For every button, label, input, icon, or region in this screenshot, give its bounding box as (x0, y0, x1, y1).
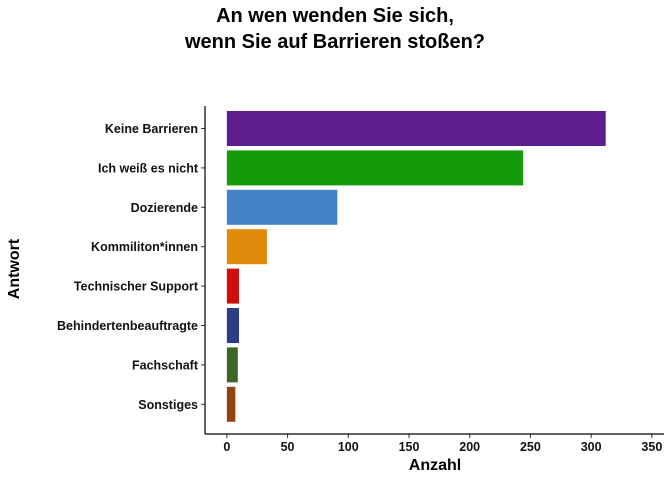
x-tick-label-0: 0 (223, 440, 230, 454)
bar-1 (226, 150, 524, 186)
bar-6 (226, 347, 238, 383)
bar-3 (226, 229, 267, 265)
chart-title-line-2: wenn Sie auf Barrieren stoßen? (184, 31, 485, 53)
chart-title-line-1: An wen wenden Sie sich, (216, 5, 454, 27)
category-label-6: Fachschaft (132, 358, 199, 372)
bar-4 (226, 268, 239, 304)
x-tick-label-2: 100 (338, 440, 359, 454)
category-label-4: Technischer Support (74, 280, 199, 294)
category-label-7: Sonstiges (138, 398, 198, 412)
category-label-3: Kommiliton*innen (91, 240, 198, 254)
x-axis-ticks: 0 50 100 150 200 250 300 350 (223, 434, 662, 454)
x-axis-title: Anzahl (409, 457, 461, 474)
bar-5 (226, 308, 239, 343)
category-label-1: Ich weiß es nicht (98, 161, 199, 175)
x-tick-label-5: 250 (520, 440, 541, 454)
x-tick-label-1: 50 (281, 440, 295, 454)
x-tick-label-3: 150 (399, 440, 420, 454)
x-tick-label-4: 200 (459, 440, 480, 454)
bar-7 (226, 386, 236, 422)
category-label-5: Behindertenbeauftragte (57, 319, 198, 333)
bar-0 (226, 111, 606, 146)
bar-2 (226, 189, 338, 225)
x-tick-label-6: 300 (581, 440, 602, 454)
category-labels: Keine Barrieren Ich weiß es nicht Dozieren… (57, 122, 205, 412)
category-label-0: Keine Barrieren (105, 122, 198, 136)
category-label-2: Dozierende (131, 201, 198, 215)
y-axis-title: Antwort (6, 238, 23, 299)
bars-group (226, 111, 606, 422)
x-tick-label-7: 350 (641, 440, 662, 454)
